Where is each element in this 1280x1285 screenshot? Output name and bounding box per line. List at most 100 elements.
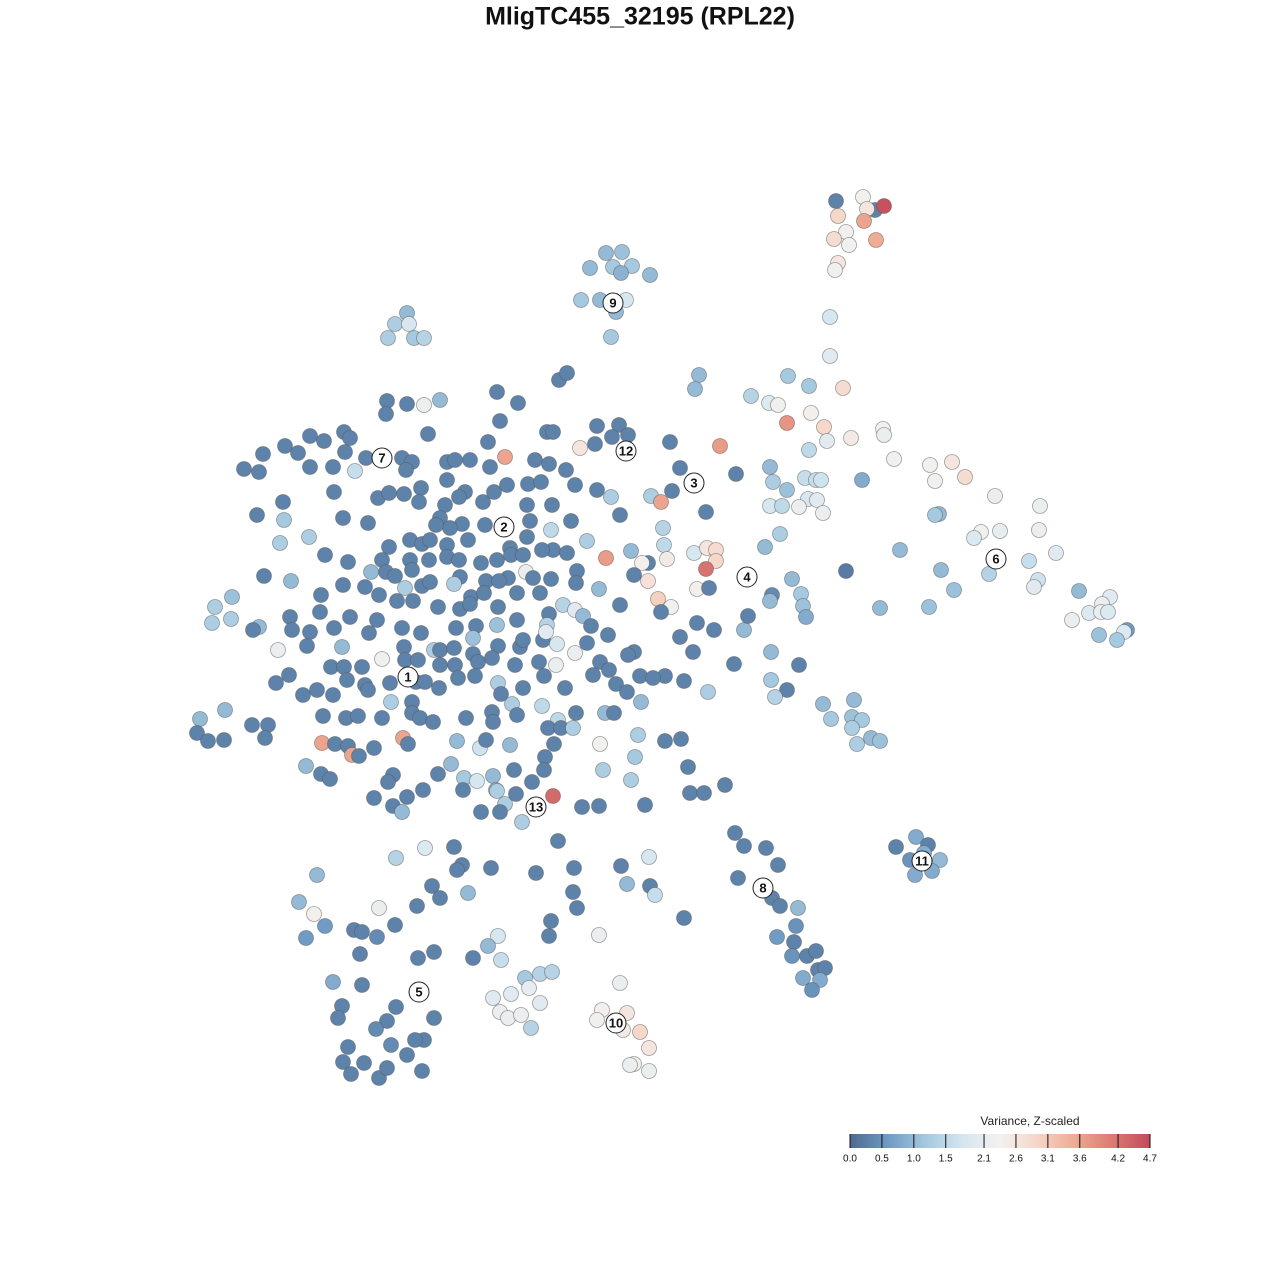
point [600,627,616,643]
point [927,507,943,523]
point [192,711,208,727]
point [426,1010,442,1026]
point [426,944,442,960]
point [559,365,575,381]
point [680,759,696,775]
point [543,913,559,929]
point [374,651,390,667]
point [369,612,385,628]
point [809,492,825,508]
point [620,647,636,663]
point [223,611,239,627]
point [641,1063,657,1079]
point [439,472,455,488]
point [410,652,426,668]
point [485,714,501,730]
point [432,392,448,408]
point [532,995,548,1011]
point [544,497,560,513]
point [387,568,403,584]
point [868,232,884,248]
cluster-badge [736,566,758,588]
point [298,758,314,774]
point [322,771,338,787]
point [566,860,582,876]
point [451,552,467,568]
point [676,910,692,926]
cluster-label: 12 [619,443,633,458]
point [1026,579,1042,595]
colorbar-title: Variance, Z-scaled [980,1114,1079,1128]
point [664,483,680,499]
point [612,507,628,523]
point [827,262,843,278]
point [691,367,707,383]
point [432,890,448,906]
point [613,265,629,281]
point [791,499,807,515]
point [489,384,505,400]
point [431,680,447,696]
point [268,675,284,691]
point [726,656,742,672]
point [330,1010,346,1026]
point [876,427,892,443]
point [207,599,223,615]
point [559,545,575,561]
point [657,733,673,749]
point [396,486,412,502]
point [1032,498,1048,514]
point [245,622,261,638]
point [447,657,463,673]
point [603,329,619,345]
point [627,749,643,765]
point [515,547,531,563]
point [534,698,550,714]
point [614,244,630,260]
point [632,1024,648,1040]
point [536,668,552,684]
point [819,433,835,449]
point [872,600,888,616]
point [410,950,426,966]
cluster-label: 13 [529,799,543,814]
cluster-badge [408,981,430,1003]
point [672,629,688,645]
point [284,622,300,638]
point [430,766,446,782]
point [641,1040,657,1056]
point [619,684,635,700]
point [291,894,307,910]
point [413,480,429,496]
cluster-badge [683,472,705,494]
point [583,618,599,634]
point [634,555,650,571]
point [382,675,398,691]
cluster-badge [752,877,774,899]
point [360,682,376,698]
point [260,717,276,733]
point [603,489,619,505]
point [966,530,982,546]
point [922,457,938,473]
cluster-label: 3 [690,475,697,490]
point [361,625,377,641]
point [467,668,483,684]
point [613,858,629,874]
point [543,522,559,538]
point [460,532,476,548]
point [455,782,471,798]
point [838,563,854,579]
point [378,406,394,422]
point [612,975,628,991]
point [485,768,501,784]
point [337,444,353,460]
point [309,682,325,698]
point [485,990,501,1006]
point [835,380,851,396]
point [728,466,744,482]
point [432,657,448,673]
point [490,928,506,944]
point [779,482,795,498]
point [448,620,464,636]
